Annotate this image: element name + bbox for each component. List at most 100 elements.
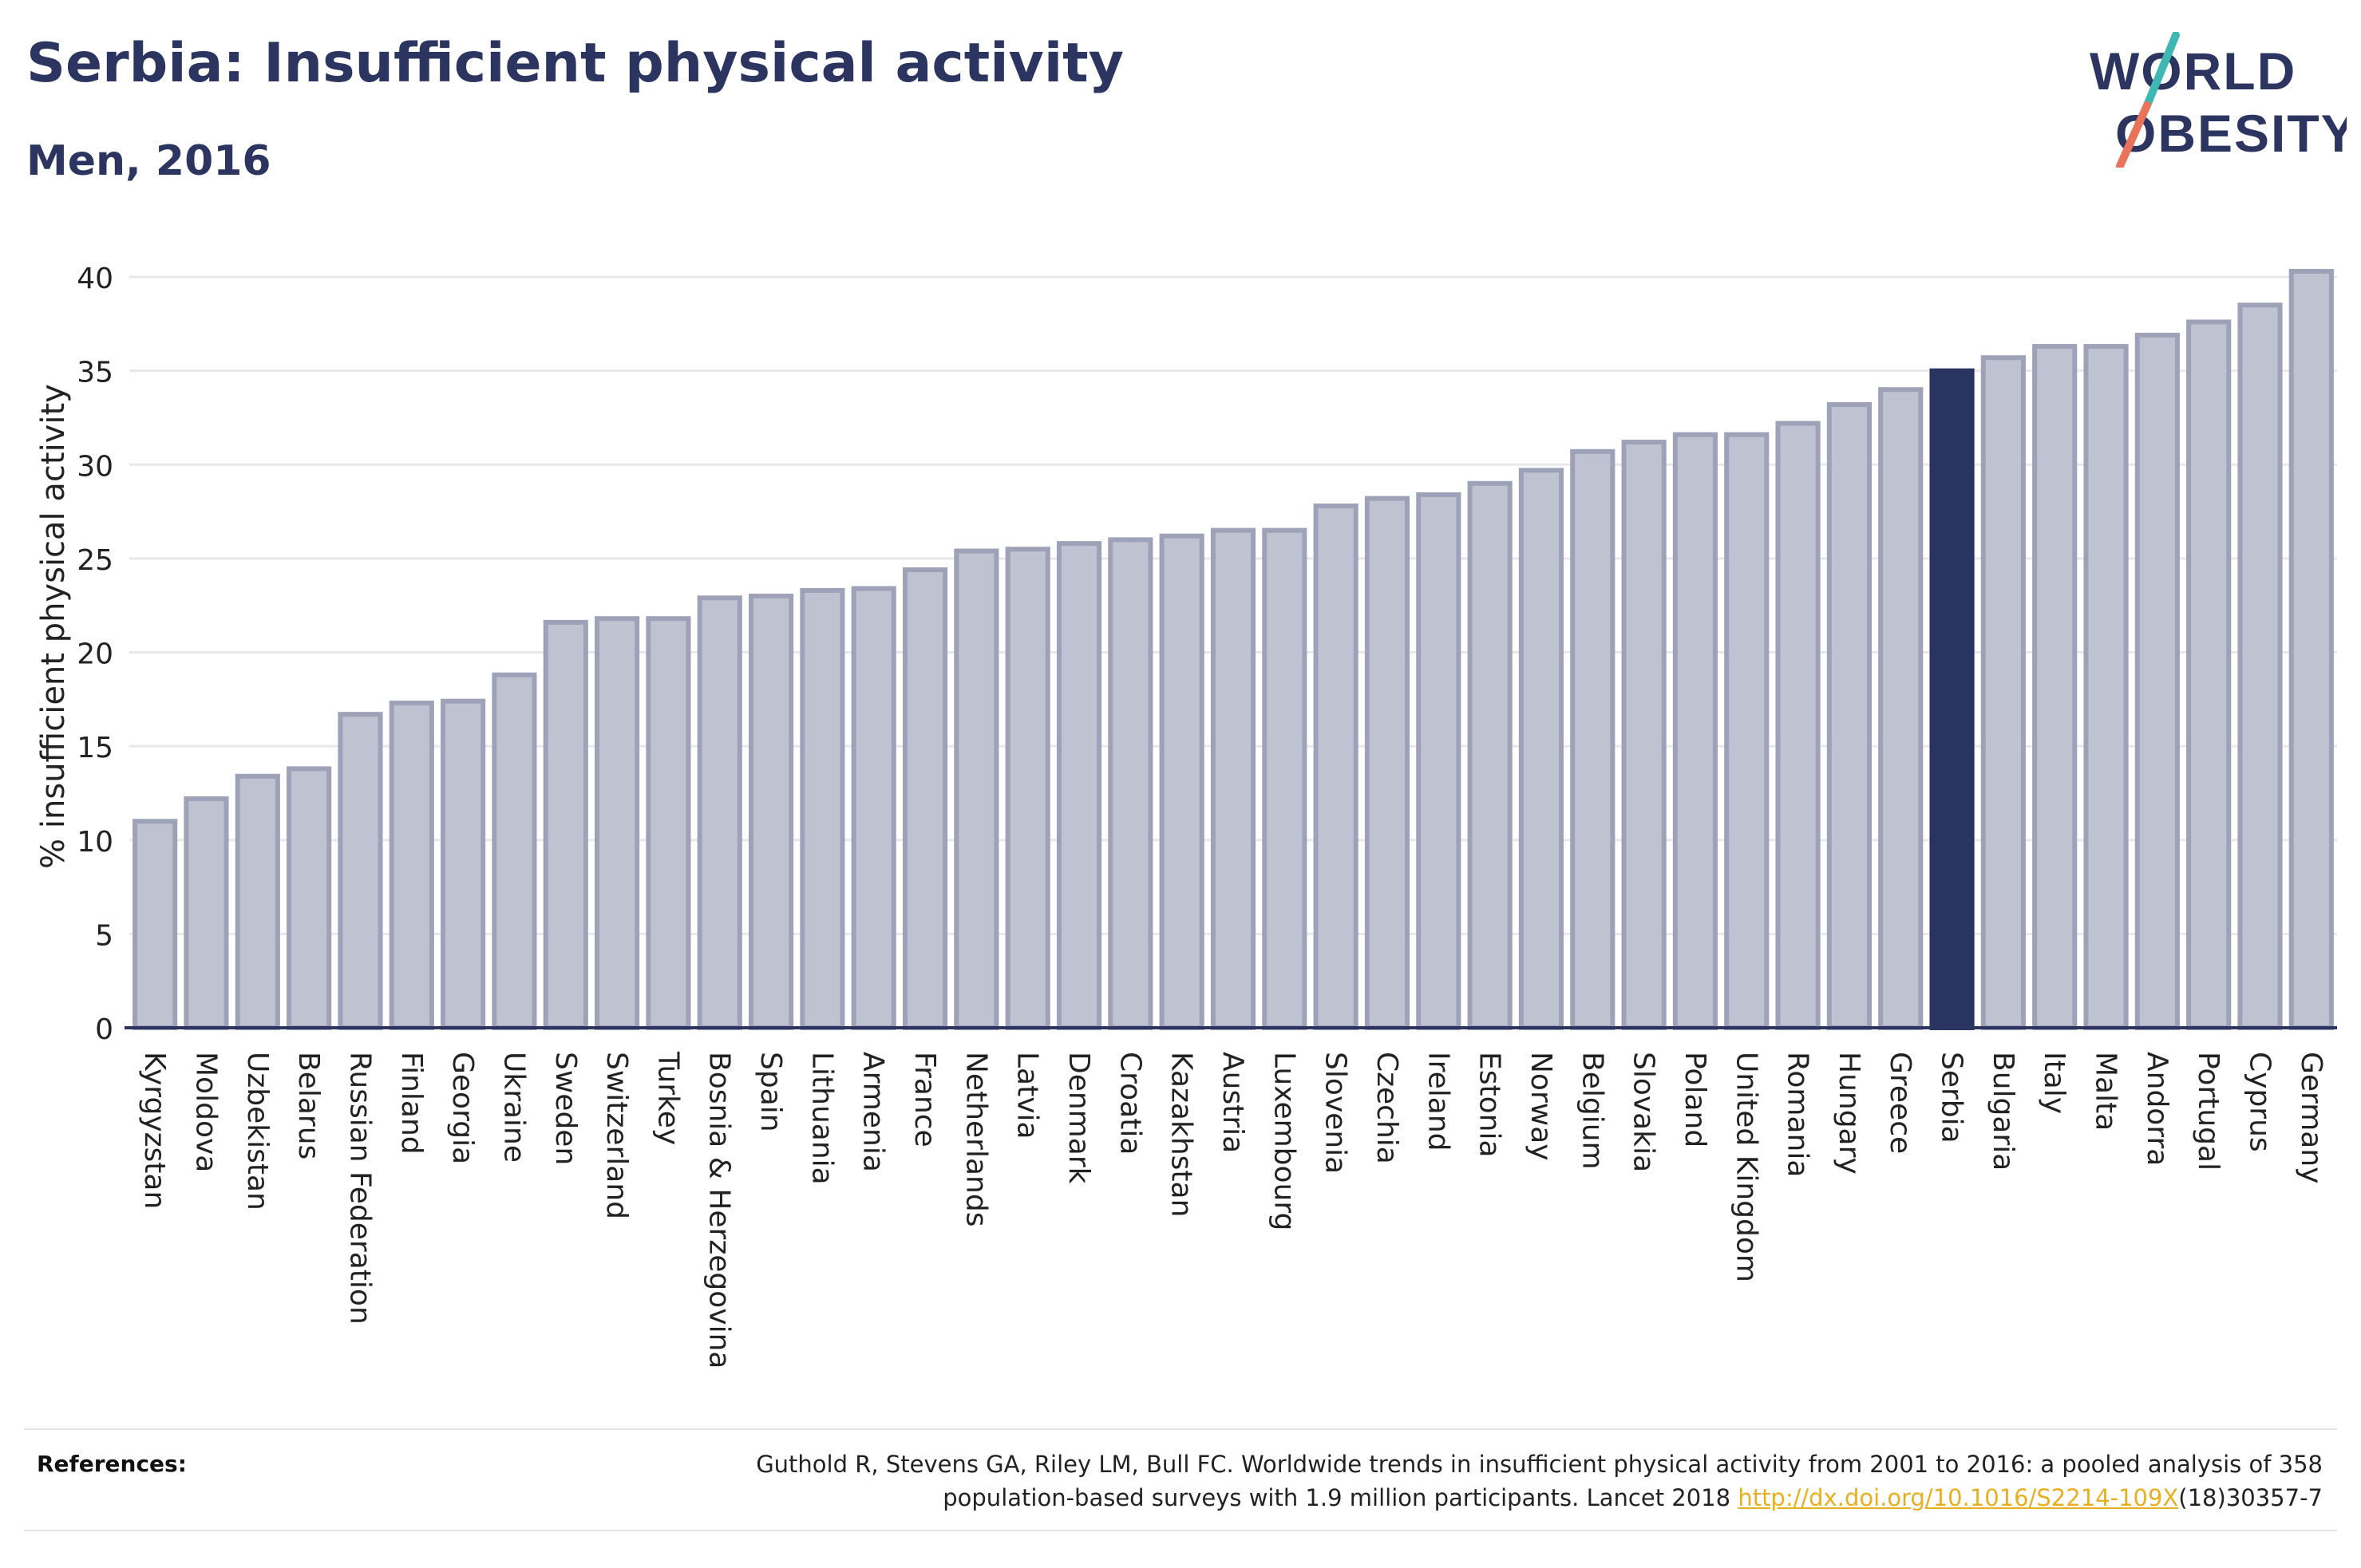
bar-hungary[interactable] xyxy=(1826,402,1872,1030)
x-tick-label: Lithuania xyxy=(805,1052,838,1185)
axis-layer: 0 5 10 15 20 25 30 35 40 Kyrgyzstan Moldova Uzbekis… xyxy=(77,263,2337,1369)
y-tick-label: 40 xyxy=(77,263,113,295)
x-tick-label: Bosnia & Herzegovina xyxy=(703,1052,736,1369)
chart-title: Serbia: Insufficient physical activity xyxy=(26,32,1124,95)
x-tick-label: Finland xyxy=(395,1052,428,1155)
bar-luxembourg[interactable] xyxy=(1262,527,1307,1030)
bar-norway[interactable] xyxy=(1518,468,1564,1030)
bar-lithuania[interactable] xyxy=(800,587,845,1030)
x-tick-label: Switzerland xyxy=(600,1052,633,1219)
bar-romania[interactable] xyxy=(1775,421,1821,1030)
x-tick-label: Kazakhstan xyxy=(1165,1052,1198,1217)
x-tick-label: Belgium xyxy=(1576,1052,1608,1170)
logo-slash-bottom xyxy=(2116,101,2151,168)
x-tick-label: Italy xyxy=(2038,1052,2070,1114)
bar-bulgaria[interactable] xyxy=(1980,355,2026,1030)
x-tick-label: Spain xyxy=(754,1052,787,1132)
x-tick-label: Bulgaria xyxy=(1987,1052,2019,1171)
bar-united-kingdom[interactable] xyxy=(1724,432,1770,1030)
bar-georgia[interactable] xyxy=(441,698,486,1031)
y-tick-label: 30 xyxy=(77,450,113,483)
bar-croatia[interactable] xyxy=(1108,537,1153,1030)
x-tick-label: Poland xyxy=(1679,1052,1711,1147)
bar-andorra[interactable] xyxy=(2134,332,2180,1030)
x-tick-label: Uzbekistan xyxy=(241,1052,274,1211)
x-tick-label: Portugal xyxy=(2192,1052,2225,1171)
y-tick-label: 25 xyxy=(77,544,113,577)
x-tick-label: Croatia xyxy=(1113,1052,1146,1155)
references-line2-prefix: population-based surveys with 1.9 millio… xyxy=(943,1484,1738,1511)
bar-kyrgyzstan[interactable] xyxy=(132,819,178,1030)
x-tick-label: Georgia xyxy=(446,1052,479,1164)
y-tick-label: 0 xyxy=(95,1013,113,1046)
bar-germany[interactable] xyxy=(2288,268,2334,1030)
bar-chart: 0 5 10 15 20 25 30 35 40 Kyrgyzstan Moldova Uzbekis… xyxy=(35,263,2337,1369)
bar-belarus[interactable] xyxy=(287,766,332,1030)
bar-greece[interactable] xyxy=(1878,387,1924,1030)
logo-slash-top xyxy=(2143,32,2180,109)
doi-link[interactable]: http://dx.doi.org/10.1016/S2214-109X xyxy=(1738,1484,2179,1511)
x-tick-label: Turkey xyxy=(651,1051,684,1145)
y-axis-label: % insufficient physical activity xyxy=(35,384,72,869)
bar-switzerland[interactable] xyxy=(595,616,640,1030)
bar-uzbekistan[interactable] xyxy=(235,773,280,1030)
x-tick-label: France xyxy=(908,1052,941,1147)
bar-ireland[interactable] xyxy=(1416,492,1461,1030)
references-panel: References: Guthold R, Stevens GA, Riley… xyxy=(24,1428,2337,1531)
bar-slovenia[interactable] xyxy=(1313,504,1358,1030)
x-tick-label: Belarus xyxy=(292,1052,325,1159)
bar-poland[interactable] xyxy=(1672,432,1718,1030)
x-tick-label: Austria xyxy=(1216,1052,1249,1153)
bar-cyprus[interactable] xyxy=(2237,302,2283,1031)
bar-malta[interactable] xyxy=(2083,344,2129,1031)
x-tick-label: Ukraine xyxy=(497,1052,530,1163)
x-tick-label: Slovenia xyxy=(1319,1052,1352,1174)
bar-estonia[interactable] xyxy=(1467,480,1513,1030)
bar-serbia[interactable] xyxy=(1929,368,1975,1030)
x-tick-label: Andorra xyxy=(2141,1052,2173,1166)
bar-netherlands[interactable] xyxy=(954,548,999,1030)
bar-bosnia-herzegovina[interactable] xyxy=(697,595,742,1030)
bar-italy[interactable] xyxy=(2032,344,2078,1031)
y-tick-label: 15 xyxy=(77,732,113,764)
x-tick-label: Armenia xyxy=(857,1052,890,1172)
x-tick-label: Sweden xyxy=(549,1052,582,1165)
bar-belgium[interactable] xyxy=(1570,448,1616,1030)
x-tick-label: Czechia xyxy=(1370,1052,1403,1164)
y-tick-label: 35 xyxy=(77,357,113,389)
x-tick-label: Moldova xyxy=(189,1052,222,1172)
x-tick-label: Serbia xyxy=(1936,1052,1968,1143)
references-line1: Guthold R, Stevens GA, Riley LM, Bull FC… xyxy=(756,1451,2323,1478)
bar-moldova[interactable] xyxy=(184,796,229,1030)
bar-denmark[interactable] xyxy=(1056,541,1102,1030)
x-tick-label: Russian Federation xyxy=(343,1052,376,1325)
bar-russian-federation[interactable] xyxy=(338,712,383,1031)
bar-austria[interactable] xyxy=(1210,527,1256,1030)
bar-slovakia[interactable] xyxy=(1621,440,1667,1030)
y-tick-label: 5 xyxy=(95,919,113,952)
bar-france[interactable] xyxy=(902,567,948,1030)
bar-spain[interactable] xyxy=(748,593,794,1030)
bar-ukraine[interactable] xyxy=(492,672,537,1030)
x-tick-label: Latvia xyxy=(1011,1052,1044,1139)
y-tick-label: 20 xyxy=(77,638,113,671)
bars-layer xyxy=(132,268,2334,1031)
x-tick-label: Norway xyxy=(1525,1052,1557,1161)
x-tick-label: Greece xyxy=(1884,1052,1916,1154)
x-tick-label: Hungary xyxy=(1833,1052,1865,1175)
bar-czechia[interactable] xyxy=(1364,496,1410,1030)
bar-turkey[interactable] xyxy=(646,616,691,1030)
references-text: Guthold R, Stevens GA, Riley LM, Bull FC… xyxy=(487,1448,2323,1515)
x-tick-label: Germany xyxy=(2295,1052,2327,1183)
bar-sweden[interactable] xyxy=(543,619,588,1031)
bar-portugal[interactable] xyxy=(2186,319,2232,1030)
world-obesity-logo: WORLD OBESITY xyxy=(2090,32,2347,168)
bar-kazakhstan[interactable] xyxy=(1159,533,1204,1030)
references-line2-suffix: (18)30357-7 xyxy=(2178,1484,2323,1511)
logo-text-line1: WORLD xyxy=(2090,41,2296,101)
bar-latvia[interactable] xyxy=(1005,547,1050,1030)
y-tick-label: 10 xyxy=(77,826,113,859)
bar-armenia[interactable] xyxy=(851,586,896,1030)
x-tick-label: Luxembourg xyxy=(1268,1052,1300,1230)
bar-finland[interactable] xyxy=(389,701,434,1030)
